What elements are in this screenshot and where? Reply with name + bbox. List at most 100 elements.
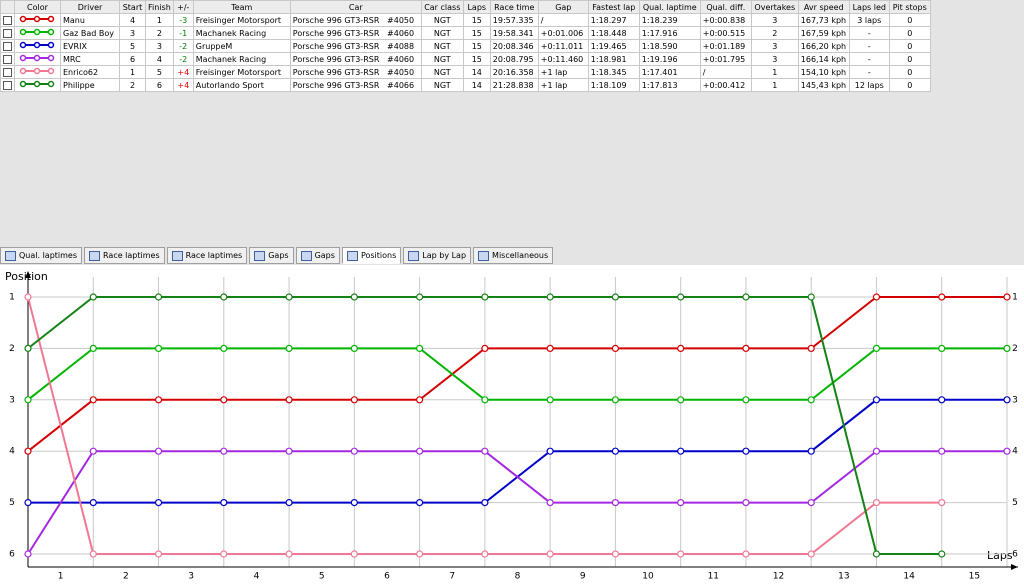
table-cell: +0:11.460 (537, 52, 589, 66)
series-marker (546, 447, 554, 455)
table-cell: +0:01.006 (537, 26, 589, 40)
table-cell: -2 (172, 39, 194, 53)
table-cell: NGT (420, 65, 464, 79)
tab[interactable]: Miscellaneous (473, 247, 554, 264)
table-cell: +1 lap (537, 78, 589, 92)
header-cell: +/- (172, 0, 194, 14)
series-marker (416, 396, 424, 404)
color-cell (14, 65, 61, 79)
table-cell: 2 (750, 26, 799, 40)
tab[interactable]: Gaps (295, 247, 340, 264)
header-cell: Pit stops (888, 0, 931, 14)
series-marker (611, 499, 620, 507)
table-cell: 1:18.590 (638, 39, 701, 53)
series-marker (872, 293, 881, 301)
header-cell: Laps (462, 0, 491, 14)
x-tick-label: 8 (515, 572, 521, 582)
series-marker (546, 344, 554, 353)
tab[interactable]: Lap by Lap (403, 247, 472, 264)
series-marker (285, 344, 293, 353)
color-swatch (19, 67, 55, 75)
series-marker (677, 396, 685, 404)
x-tick-label: 14 (903, 572, 915, 582)
series-marker (872, 447, 881, 455)
table-cell: Porsche 996 GT3-RSR #4050 (289, 65, 422, 79)
series-marker (677, 550, 685, 558)
x-tick-label: 2 (123, 572, 129, 582)
x-axis-arrow (1011, 564, 1018, 570)
series-marker (89, 550, 97, 558)
tab[interactable]: Race laptimes (166, 247, 248, 264)
series-marker (1003, 344, 1011, 353)
checkbox[interactable] (3, 54, 12, 64)
table-cell: 2 (119, 78, 146, 92)
table-cell: 6 (145, 78, 174, 92)
series-marker (89, 447, 97, 455)
table-cell: +0:11.011 (537, 39, 589, 53)
series-marker (938, 447, 946, 455)
tab-bar: Qual. laptimes Race laptimes Race laptimes… (0, 247, 555, 264)
table-cell: 167,73 kph (797, 13, 850, 27)
tab[interactable]: Qual. laptimes (0, 247, 83, 264)
table-cell: 15 (462, 39, 491, 53)
table-cell: 14 (462, 78, 491, 92)
table-cell: 4 (119, 13, 146, 27)
series-marker (938, 550, 946, 558)
table-cell: 2 (145, 26, 174, 40)
results-table: Color Driver Start Finish +/- Team Car Car clas… (0, 0, 931, 92)
table-cell: 145,43 kph (797, 78, 850, 92)
y-tick-label: 4 (9, 447, 15, 457)
table-cell: 1 (119, 65, 146, 79)
header-cell: Color (14, 0, 61, 14)
table-row: Philippe 2 6 +4 Autorlando Sport Porsche 996 … (0, 78, 931, 92)
checkbox[interactable] (3, 67, 12, 77)
table-row: Manu 4 1 -3 Freisinger Motorsport Porsche 996… (0, 13, 931, 27)
table-cell: 1:18.448 (587, 26, 640, 40)
series-marker (481, 550, 489, 558)
swatch-marker (33, 54, 41, 62)
table-cell: 1 (750, 78, 799, 92)
series-marker (154, 550, 163, 558)
series-marker (611, 550, 620, 558)
table-cell: +0:01.795 (699, 52, 752, 66)
color-swatch (19, 54, 55, 62)
color-swatch (19, 41, 55, 49)
x-tick-label: 9 (580, 572, 586, 582)
series-marker (742, 344, 750, 353)
y-axis-arrow (25, 271, 31, 278)
table-cell: Porsche 996 GT3-RSR #4060 (289, 52, 422, 66)
table-cell: - (848, 26, 890, 40)
table-cell: 1:17.813 (638, 78, 701, 92)
table-cell: 0 (888, 78, 931, 92)
series-marker (938, 293, 946, 301)
tab-label: Lap by Lap (422, 251, 467, 260)
table-cell: +4 (172, 78, 194, 92)
checkbox-cell (0, 39, 15, 53)
tab[interactable]: Gaps (249, 247, 294, 264)
series-marker (1003, 447, 1011, 455)
table-cell: 0 (888, 65, 931, 79)
x-tick-label: 15 (969, 572, 980, 582)
series-marker (481, 396, 489, 404)
table-cell: 20:08.346 (489, 39, 539, 53)
checkbox[interactable] (3, 28, 12, 38)
checkbox[interactable] (3, 41, 12, 51)
checkbox[interactable] (3, 15, 12, 25)
series-marker (677, 499, 685, 507)
tab[interactable]: Race laptimes (84, 247, 165, 264)
table-cell: Porsche 996 GT3-RSR #4060 (289, 26, 422, 40)
table-cell: +0:00.515 (699, 26, 752, 40)
swatch-marker (47, 28, 55, 36)
series-marker (220, 344, 228, 353)
swatch-marker (47, 54, 55, 62)
table-cell: - (848, 65, 890, 79)
checkbox[interactable] (3, 80, 12, 90)
header-cell: Overtakes (750, 0, 799, 14)
tab[interactable]: Positions (341, 247, 402, 264)
series-marker (89, 396, 97, 404)
series-marker (807, 344, 815, 353)
y-tick-label-right: 2 (1012, 344, 1018, 354)
x-tick-label: 7 (449, 572, 455, 582)
tab-icon (300, 250, 312, 261)
